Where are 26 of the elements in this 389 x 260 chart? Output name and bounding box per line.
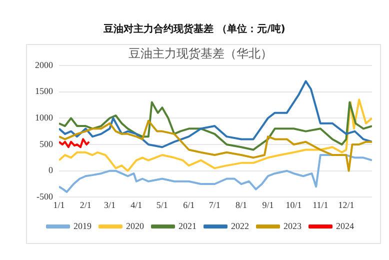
chart-subtitle: 豆油主力现货基差（华北） (128, 46, 272, 60)
legend-label: 2019 (74, 220, 92, 231)
legend-label: 2020 (126, 220, 144, 231)
x-tick-label: 3/1 (104, 200, 116, 210)
y-tick-label: 0 (48, 165, 54, 176)
y-tick-label: 1000 (35, 112, 54, 122)
x-tick-label: 12/1 (338, 200, 354, 210)
chart-title: 豆油对主力合约现货基差 （单位：元/吨) (102, 22, 286, 36)
y-tick-label: 2000 (35, 60, 54, 70)
x-tick-label: 5/1 (156, 200, 168, 210)
x-tick-label: 9/1 (262, 200, 274, 210)
x-tick-label: 4/1 (130, 200, 142, 210)
x-tick-label: 10/1 (286, 200, 302, 210)
y-tick-label: -500 (36, 192, 54, 202)
x-tick-label: 11/1 (312, 200, 328, 210)
x-tick-label: 8/1 (236, 200, 248, 210)
x-tick-label: 6/1 (183, 200, 195, 210)
legend-label: 2024 (336, 220, 354, 231)
x-tick-label: 1/1 (53, 200, 65, 210)
x-tick-label: 7/1 (208, 200, 220, 210)
x-tick-label: 2/1 (80, 200, 92, 210)
legend-label: 2023 (284, 220, 302, 231)
y-tick-label: 500 (40, 138, 54, 149)
y-tick-label: 1500 (35, 86, 54, 96)
legend-label: 2021 (178, 220, 196, 231)
legend-label: 2022 (231, 220, 249, 231)
